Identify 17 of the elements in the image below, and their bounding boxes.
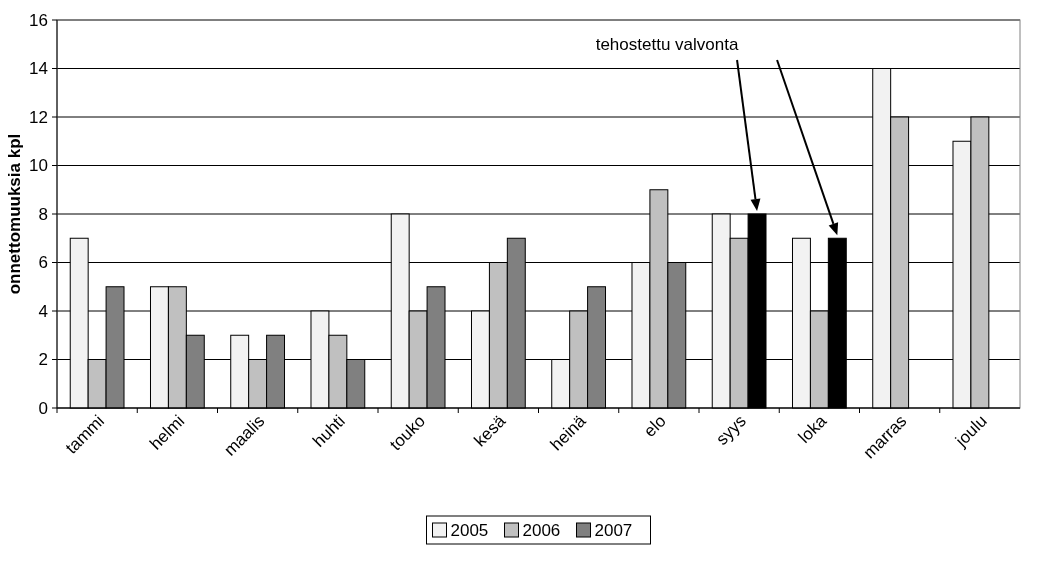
x-tick-label: syys — [712, 411, 750, 449]
y-tick-label: 0 — [38, 398, 48, 418]
legend-label: 2005 — [450, 520, 489, 540]
x-tick-label: loka — [794, 411, 831, 447]
legend-label: 2006 — [522, 520, 561, 540]
x-tick-label: elo — [640, 411, 670, 441]
y-tick-label: 12 — [29, 107, 48, 127]
y-tick-label: 2 — [38, 350, 48, 370]
legend-label: 2007 — [594, 520, 633, 540]
y-tick-label: 6 — [38, 253, 48, 273]
y-axis-title: onnettomuuksia kpl — [5, 133, 24, 295]
y-tick-label: 4 — [38, 301, 48, 321]
annotation: tehostettu valvonta — [595, 35, 739, 54]
y-tick-label: 8 — [38, 204, 48, 224]
y-tick-label: 14 — [29, 59, 48, 79]
y-tick-label: 16 — [29, 10, 48, 30]
y-tick-label: 10 — [29, 156, 48, 176]
